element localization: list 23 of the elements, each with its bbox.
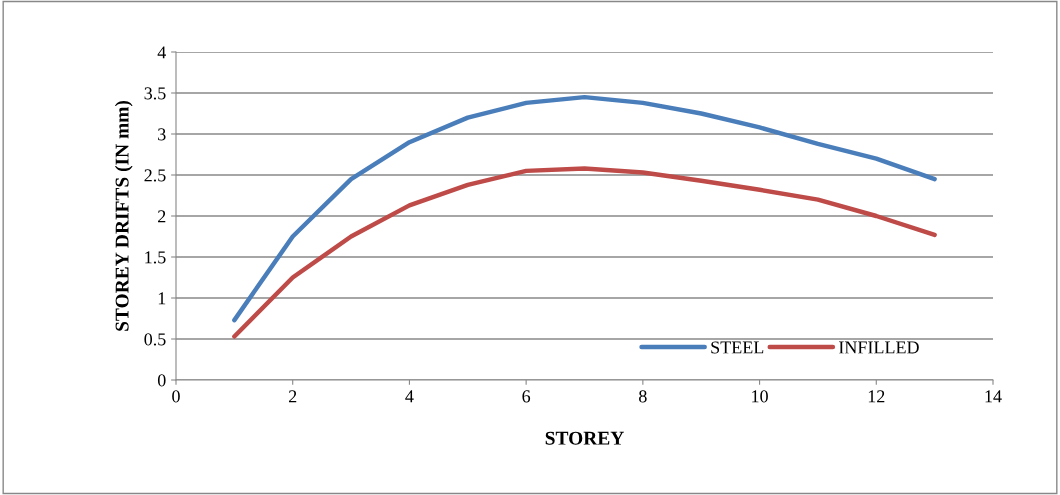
x-tick-label: 12: [868, 390, 885, 403]
y-tick-label: 2.5: [144, 169, 166, 182]
line-series: [232, 94, 937, 323]
y-tick-label: 4: [157, 46, 166, 59]
y-tick-label: 2: [158, 210, 166, 223]
x-tick-label: 8: [639, 390, 647, 403]
legend-label: INFILLED: [838, 341, 919, 354]
y-tick-label: 1.5: [145, 251, 166, 264]
x-tick-label: 14: [985, 390, 1002, 403]
x-tick-label: 6: [522, 390, 531, 403]
line-series: [232, 166, 937, 339]
x-tick-label: 0: [172, 390, 180, 403]
x-axis-title: STOREY: [545, 431, 624, 445]
y-tick-label: 1: [158, 292, 166, 305]
y-axis-title: STOREY DRIFTS (IN mm): [114, 100, 133, 331]
x-tick-label: 10: [752, 390, 768, 403]
legend-label: STEEL: [711, 341, 764, 354]
y-tick-label: 3: [158, 128, 166, 141]
x-tick-label: 2: [288, 390, 297, 403]
y-tick-label: 3.5: [144, 87, 166, 100]
x-tick-label: 4: [405, 390, 414, 403]
y-tick-label: 0: [157, 374, 166, 387]
y-tick-label: 0.5: [144, 333, 166, 346]
